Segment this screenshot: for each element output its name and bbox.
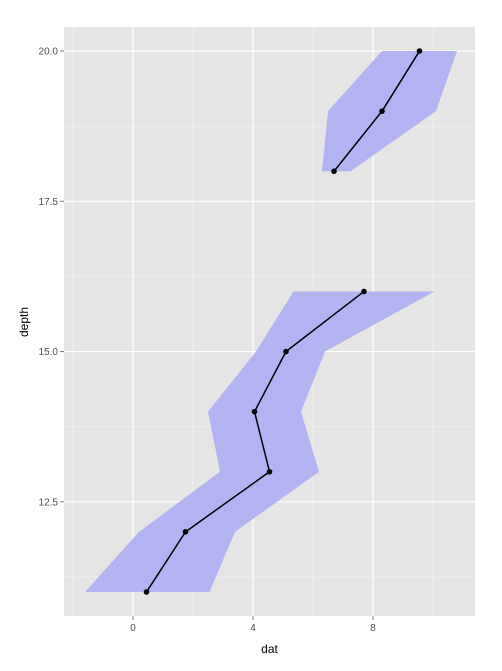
data-point <box>283 348 289 355</box>
y-tick-label: 17.5 <box>39 197 59 208</box>
data-point <box>379 108 385 114</box>
y-tick-label: 12.5 <box>39 497 59 508</box>
x-tick-label: 8 <box>370 623 376 634</box>
x-tick-label: 0 <box>130 623 136 634</box>
series-points <box>143 48 423 595</box>
data-point <box>361 288 367 295</box>
x-axis-title: dat <box>261 642 278 656</box>
series-line-1 <box>145 290 365 593</box>
data-point <box>251 408 258 415</box>
ribbons <box>85 51 457 592</box>
y-tick-label: 15.0 <box>39 347 59 358</box>
y-tick-label: 20.0 <box>39 47 59 58</box>
y-axis: 12.5 15.0 17.5 20.0 <box>39 47 64 508</box>
ribbon-1 <box>85 291 435 592</box>
data-point <box>416 48 423 54</box>
x-tick-label: 4 <box>250 623 256 634</box>
data-point <box>143 589 150 595</box>
ribbon-2 <box>322 51 457 172</box>
data-point <box>331 168 337 175</box>
y-axis-title: depth <box>17 307 31 337</box>
data-point <box>182 529 189 535</box>
data-point <box>266 468 273 475</box>
x-axis: 0 4 8 <box>130 616 376 634</box>
